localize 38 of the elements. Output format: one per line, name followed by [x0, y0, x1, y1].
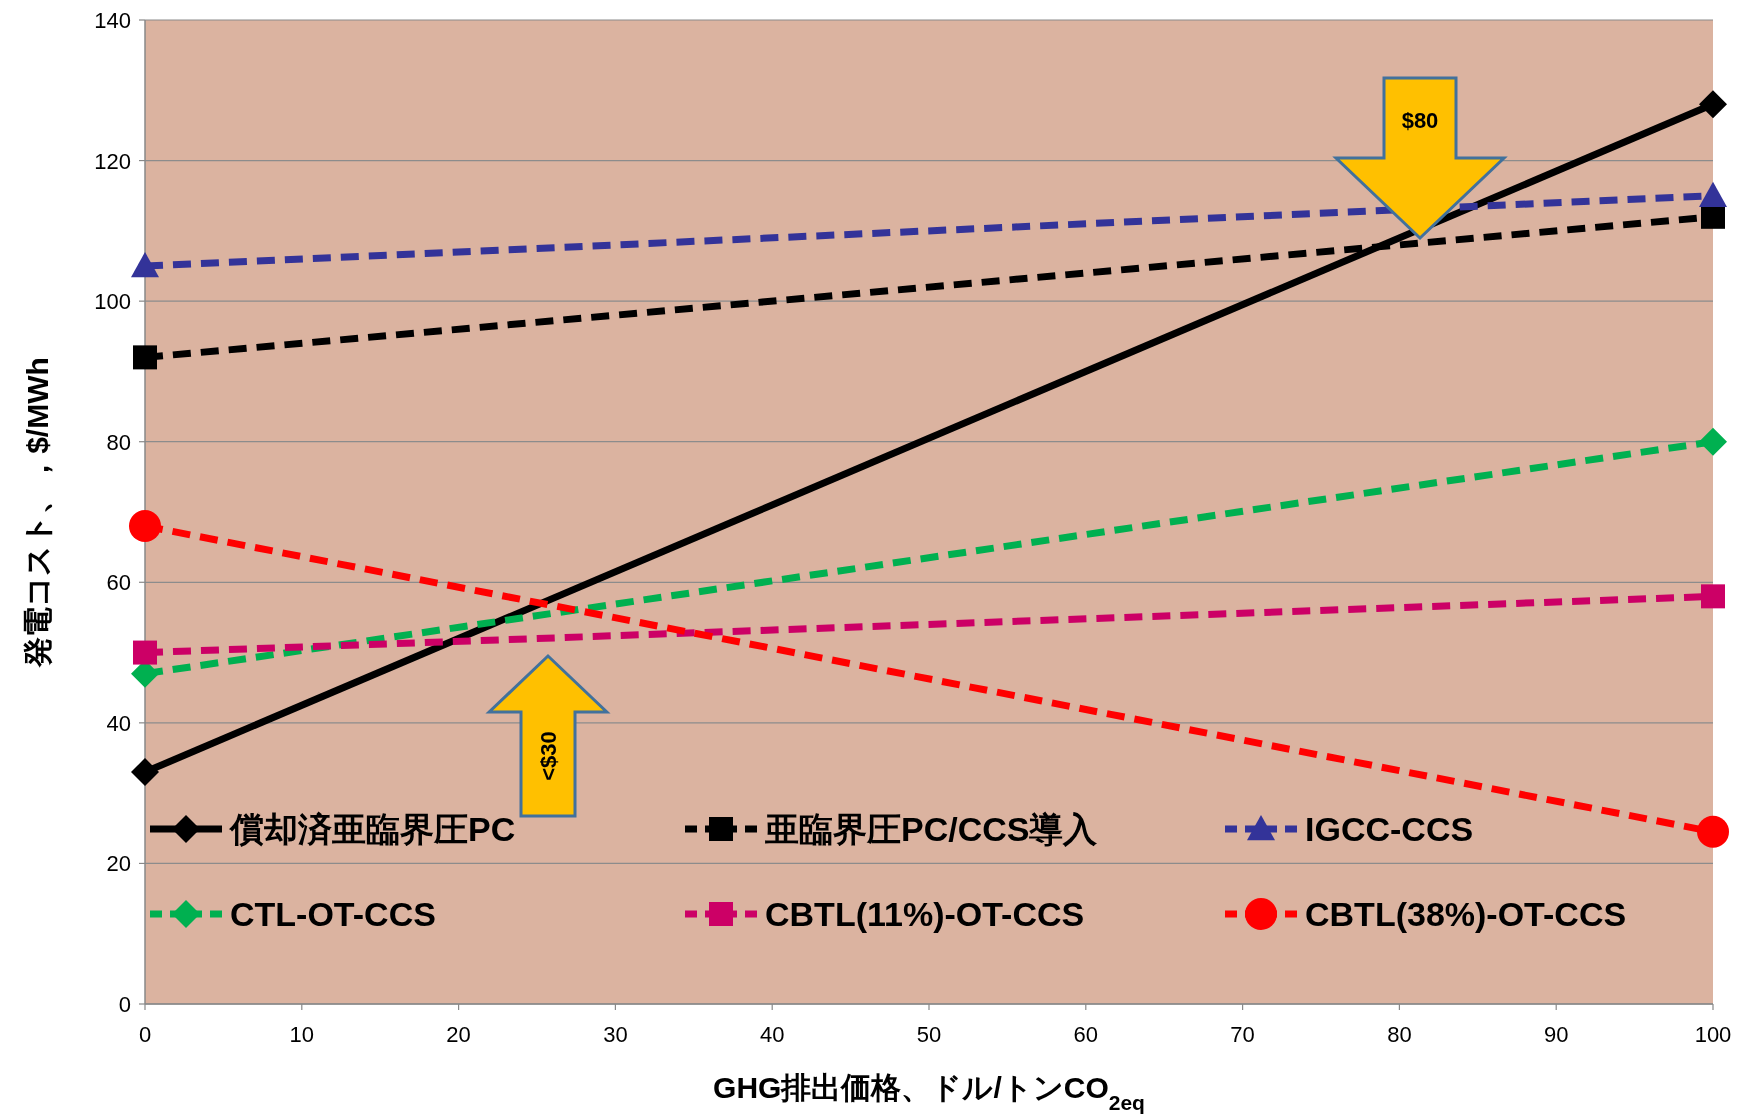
x-tick-label: 10 — [289, 1022, 315, 1047]
x-tick-label: 60 — [1073, 1022, 1099, 1047]
point — [1697, 815, 1729, 848]
point — [133, 640, 157, 665]
point — [1699, 427, 1727, 456]
legend-label: IGCC-CCS — [1305, 810, 1474, 848]
y-tick-label: 120 — [94, 148, 131, 174]
y-axis-title: 発電コスト、，$/MWh — [21, 357, 54, 668]
annotation: $80 — [1401, 108, 1439, 133]
point — [129, 510, 161, 543]
x-axis-title: GHG排出価格、ドル/トンCO$_{2eq}$ — [713, 1071, 1145, 1114]
y-tick-label: 0 — [118, 992, 131, 1017]
annotation: <$30 — [536, 731, 561, 781]
y-tick-label: 100 — [94, 289, 131, 315]
x-tick-label: 80 — [1387, 1022, 1412, 1047]
point — [1699, 90, 1727, 119]
y-tick-label: 140 — [94, 8, 131, 33]
point — [133, 345, 157, 370]
point — [1701, 204, 1725, 229]
y-tick-label: 40 — [106, 710, 131, 736]
x-tick-label: 90 — [1543, 1022, 1569, 1047]
point — [131, 758, 159, 787]
point — [1701, 584, 1725, 609]
x-tick-label: 0 — [138, 1022, 152, 1047]
x-tick-label: 30 — [603, 1022, 628, 1047]
x-tick-label: 50 — [916, 1022, 942, 1047]
legend-label: CTL-OT-CCS — [230, 895, 436, 933]
x-tick-label: 70 — [1230, 1022, 1255, 1047]
x-tick-label: 100 — [1694, 1022, 1732, 1047]
y-tick-label: 80 — [106, 429, 131, 455]
legend-label: 亜臨界圧PC/CCS導入 — [764, 810, 1099, 848]
x-tick-label: 20 — [446, 1022, 471, 1047]
x-tick-label: 40 — [759, 1022, 785, 1047]
y-tick-label: 20 — [106, 851, 131, 877]
legend-label: 償却済亜臨界圧PC — [228, 810, 516, 848]
legend-label: CBTL(11%)-OT-CCS — [765, 895, 1085, 933]
legend-label: CBTL(38%)-OT-CCS — [1305, 895, 1627, 933]
y-tick-label: 60 — [106, 570, 131, 596]
